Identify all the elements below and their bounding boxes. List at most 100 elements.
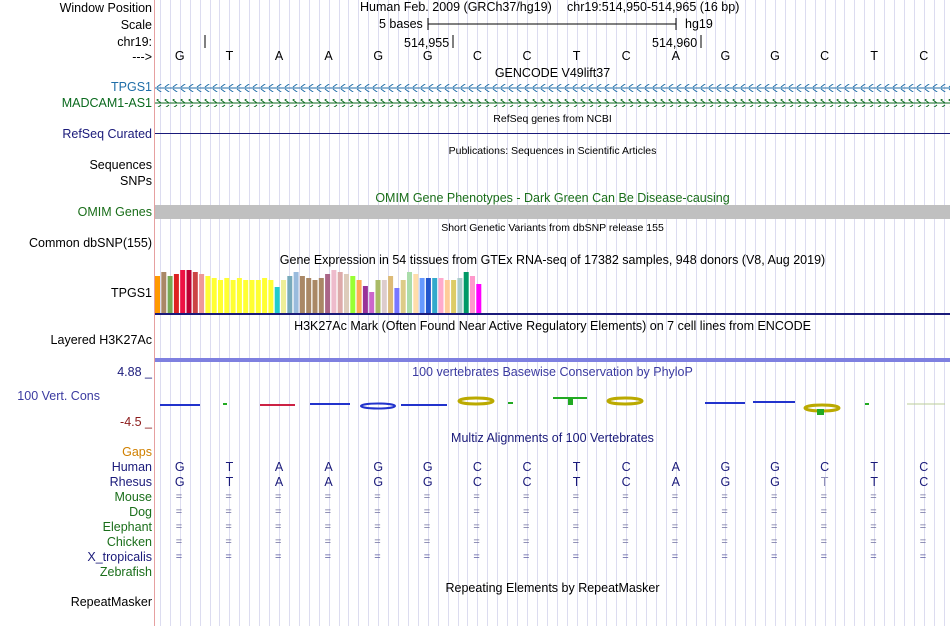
- gtex-tissue-bar[interactable]: [155, 276, 160, 314]
- rhesus-base: A: [324, 475, 333, 489]
- label-rhesus[interactable]: Rhesus: [109, 475, 152, 489]
- gtex-tissue-bar[interactable]: [425, 278, 431, 314]
- gtex-tissue-bar[interactable]: [236, 278, 242, 314]
- gtex-tissue-bar[interactable]: [369, 292, 375, 314]
- gtex-tissue-bar[interactable]: [413, 274, 419, 314]
- track-area[interactable]: Human Feb. 2009 (GRCh37/hg19) chr19:514,…: [155, 0, 950, 626]
- gtex-tissue-bar[interactable]: [186, 270, 192, 314]
- human-base: G: [422, 460, 433, 474]
- h3k27ac-signal[interactable]: [155, 358, 950, 362]
- gtex-tissue-bar[interactable]: [312, 280, 318, 314]
- label-snps[interactable]: SNPs: [120, 174, 152, 188]
- refseq-gene-line[interactable]: [155, 133, 950, 134]
- gtex-tissue-bar[interactable]: [375, 280, 381, 314]
- gtex-tissue-bar[interactable]: [243, 280, 249, 314]
- ruler-svg: [204, 18, 702, 48]
- gtex-tissue-bar[interactable]: [230, 280, 236, 314]
- gtex-tissue-bar[interactable]: [224, 278, 230, 314]
- human-base: C: [919, 460, 929, 474]
- gtex-tissue-bar[interactable]: [350, 276, 356, 314]
- gtex-tissue-bar[interactable]: [167, 276, 173, 314]
- match-symbol: =: [275, 551, 282, 563]
- label-elephant[interactable]: Elephant: [102, 520, 152, 534]
- gtex-tissue-bar[interactable]: [255, 280, 261, 314]
- gtex-tissue-bar[interactable]: [444, 280, 450, 314]
- gtex-tissue-bar[interactable]: [325, 274, 331, 314]
- gtex-tissue-bar[interactable]: [205, 276, 211, 314]
- phylop-mark: [817, 409, 824, 415]
- gtex-tissue-bar[interactable]: [249, 280, 255, 314]
- gtex-tissue-bar[interactable]: [381, 280, 387, 314]
- gtex-tissue-bar[interactable]: [470, 276, 475, 314]
- reference-base: C: [919, 49, 929, 63]
- gtex-tissue-bar[interactable]: [281, 280, 286, 314]
- label-common-dbsnp[interactable]: Common dbSNP(155): [29, 236, 152, 250]
- match-symbol: =: [275, 491, 282, 503]
- track-title-omim: OMIM Gene Phenotypes - Dark Green Can Be…: [375, 191, 730, 205]
- gtex-tissue-bar[interactable]: [262, 278, 268, 314]
- label-layered-h3k27ac[interactable]: Layered H3K27Ac: [50, 333, 152, 347]
- label-omim-genes[interactable]: OMIM Genes: [77, 205, 152, 219]
- label-x-tropicalis[interactable]: X_tropicalis: [87, 550, 152, 564]
- gtex-tissue-bar[interactable]: [419, 278, 425, 314]
- phylop-mark: [457, 396, 495, 406]
- label-tpgs1[interactable]: TPGS1: [111, 80, 152, 94]
- label-human[interactable]: Human: [111, 460, 152, 474]
- omim-feature-bar[interactable]: [155, 205, 950, 219]
- label-divider: [154, 0, 155, 626]
- gtex-tissue-bar[interactable]: [394, 288, 400, 314]
- gtex-tissue-bar[interactable]: [199, 274, 205, 314]
- gtex-tissue-bar[interactable]: [299, 276, 305, 314]
- label-mouse[interactable]: Mouse: [114, 490, 152, 504]
- label-repeatmasker[interactable]: RepeatMasker: [70, 595, 152, 609]
- match-symbol: =: [622, 521, 629, 533]
- gtex-tissue-bar[interactable]: [362, 286, 368, 314]
- gtex-tissue-bar[interactable]: [218, 280, 223, 314]
- gtex-tissue-bar[interactable]: [180, 270, 186, 314]
- gtex-tissue-bar[interactable]: [192, 272, 198, 314]
- gtex-tissue-bar[interactable]: [438, 278, 444, 314]
- label-refseq-curated[interactable]: RefSeq Curated: [62, 127, 152, 141]
- gtex-tissue-bar[interactable]: [451, 280, 457, 314]
- gtex-tissue-bar[interactable]: [161, 272, 167, 314]
- gtex-tissue-bar[interactable]: [400, 280, 406, 314]
- gtex-tissue-bar[interactable]: [268, 280, 274, 314]
- gtex-tissue-bar[interactable]: [463, 272, 469, 314]
- gtex-expression-chart[interactable]: [155, 266, 950, 318]
- gtex-tissue-bar[interactable]: [293, 272, 299, 314]
- rhesus-base: C: [919, 475, 929, 489]
- match-symbol: =: [870, 491, 877, 503]
- madcam1-as1-transcript[interactable]: [155, 99, 950, 107]
- label-100-vert-cons[interactable]: 100 Vert. Cons: [17, 389, 100, 403]
- gtex-tissue-bar[interactable]: [476, 284, 482, 314]
- label-gaps[interactable]: Gaps: [122, 445, 152, 459]
- label-zebrafish[interactable]: Zebrafish: [99, 565, 152, 579]
- gtex-tissue-bar[interactable]: [344, 274, 349, 314]
- match-symbol: =: [175, 521, 183, 533]
- phylop-logo-track[interactable]: [155, 392, 950, 418]
- gtex-tissue-bar[interactable]: [287, 276, 293, 314]
- gtex-tissue-bar[interactable]: [318, 278, 324, 314]
- gtex-tissue-bar[interactable]: [173, 274, 179, 314]
- rhesus-base: G: [720, 475, 731, 489]
- label-gtex-tpgs1[interactable]: TPGS1: [111, 286, 152, 300]
- gtex-tissue-bar[interactable]: [432, 278, 438, 314]
- match-symbol: =: [721, 491, 728, 503]
- label-chicken[interactable]: Chicken: [106, 535, 152, 549]
- gtex-tissue-bar[interactable]: [356, 280, 362, 314]
- gencode-features[interactable]: [155, 80, 950, 110]
- gtex-tissue-bar[interactable]: [407, 272, 412, 314]
- gtex-tissue-bar[interactable]: [337, 272, 343, 314]
- gtex-tissue-bar[interactable]: [211, 278, 217, 314]
- match-symbol: =: [324, 491, 332, 503]
- gtex-tissue-bar[interactable]: [457, 278, 463, 314]
- label-sequences[interactable]: Sequences: [89, 158, 152, 172]
- gtex-tissue-bar[interactable]: [388, 276, 394, 314]
- gtex-tissue-bar[interactable]: [331, 270, 337, 314]
- gtex-tissue-bar[interactable]: [306, 278, 312, 314]
- tpgs1-transcript[interactable]: [155, 84, 950, 92]
- label-dog[interactable]: Dog: [129, 505, 152, 519]
- match-symbol: =: [473, 506, 480, 518]
- gtex-tissue-bar[interactable]: [274, 287, 280, 314]
- label-madcam1-as1[interactable]: MADCAM1-AS1: [61, 96, 152, 110]
